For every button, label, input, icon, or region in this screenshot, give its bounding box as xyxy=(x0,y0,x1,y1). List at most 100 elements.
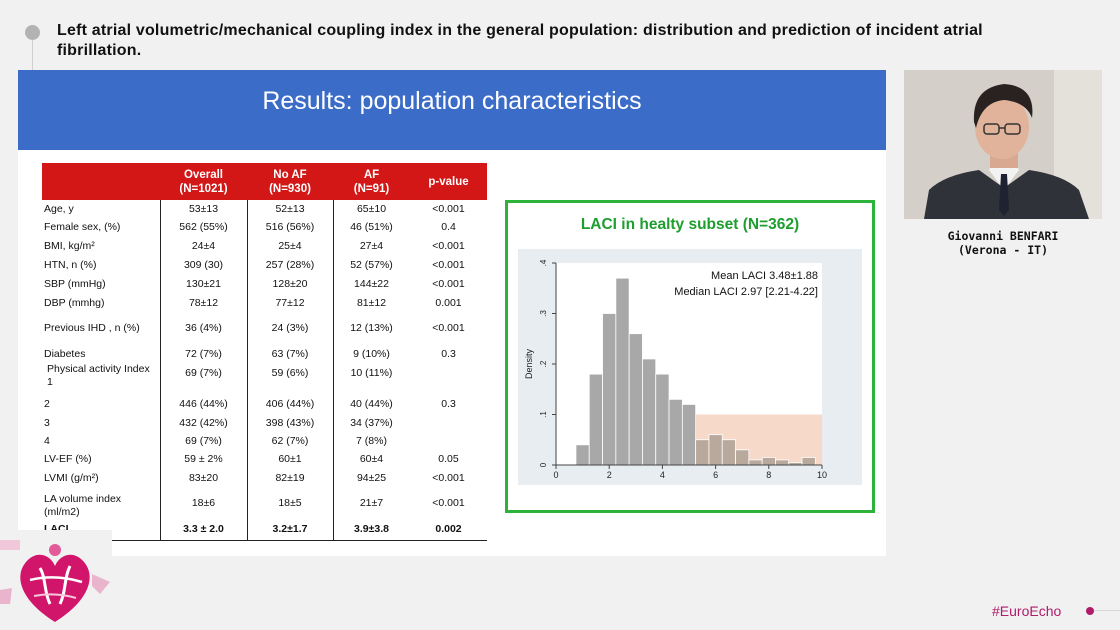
table-cell-overall: 69 (7%) xyxy=(185,367,222,379)
slide-title: Results: population characteristics xyxy=(262,87,642,115)
table-cell-af: 40 (44%) xyxy=(350,398,393,410)
table-row-label: Diabetes xyxy=(44,348,86,360)
mean-annotation: Mean LACI 3.48±1.88 xyxy=(711,270,818,282)
table-bottom-border xyxy=(42,540,487,541)
table-cell-af: 10 (11%) xyxy=(350,367,393,379)
table-cell-noaf: 3.2±1.7 xyxy=(272,523,308,535)
table-cell-noaf: 25±4 xyxy=(278,240,302,252)
speaker-caption: Giovanni BENFARI (Verona - IT) xyxy=(904,229,1102,257)
title-connector xyxy=(32,40,33,70)
table-cell-overall: 59 ± 2% xyxy=(184,453,223,465)
histogram-bar xyxy=(668,398,683,466)
table-header-af: AF (N=91) xyxy=(333,165,410,199)
table-cell-noaf: 257 (28%) xyxy=(265,259,315,271)
table-cell-noaf: 128±20 xyxy=(272,278,308,290)
histogram-bar xyxy=(681,403,697,466)
histogram-bar xyxy=(708,434,723,466)
x-tick-label: 0 xyxy=(553,470,558,480)
table-row-label: DBP (mmhg) xyxy=(44,297,105,309)
table-cell-p: 0.05 xyxy=(438,453,459,465)
table-cell-noaf: 52±13 xyxy=(275,203,305,215)
median-annotation: Median LACI 2.97 [2.21-4.22] xyxy=(674,286,818,298)
table-cell-af: 9 (10%) xyxy=(353,348,390,360)
table-cell-overall: 3.3 ± 2.0 xyxy=(183,523,224,535)
table-cell-af: 60±4 xyxy=(359,453,384,465)
table-row-label: 3 xyxy=(44,417,50,429)
table-cell-af: 12 (13%) xyxy=(350,322,393,334)
y-tick-label: .3 xyxy=(539,310,548,317)
table-cell-overall: 69 (7%) xyxy=(185,435,222,447)
table-cell-noaf: 24 (3%) xyxy=(271,322,309,334)
header-line-1: No AF xyxy=(273,169,307,181)
histogram-bar xyxy=(575,444,590,466)
hashtag-line xyxy=(1094,610,1120,611)
table-cell-p: <0.001 xyxy=(432,203,465,215)
table-cell-p: 0.001 xyxy=(435,297,462,309)
table-header-label: Overall (N=1021) xyxy=(179,168,227,196)
header-line-2: (N=930) xyxy=(269,183,311,195)
title-bullet xyxy=(25,25,40,40)
y-tick-label: .1 xyxy=(539,411,548,418)
y-tick-label: 0 xyxy=(539,462,548,467)
table-cell-af: 46 (51%) xyxy=(350,221,393,233)
table-cell-p: <0.001 xyxy=(432,322,465,334)
table-cell-p: 0.3 xyxy=(441,348,456,360)
table-cell-af: 27±4 xyxy=(359,240,384,252)
euroecho-hashtag: #EuroEcho xyxy=(992,603,1062,619)
header-line-1: AF xyxy=(363,169,380,181)
x-tick-label: 4 xyxy=(660,470,665,480)
x-axis-label: LACI xyxy=(685,484,716,485)
table-column-divider xyxy=(247,200,248,540)
table-cell-p: 0.3 xyxy=(441,398,456,410)
table-header-overall: Overall (N=1021) xyxy=(160,165,247,199)
table-row-label: Female sex, (%) xyxy=(44,221,121,233)
euroecho-heart-logo xyxy=(0,530,112,630)
table-cell-overall: 36 (4%) xyxy=(185,322,222,334)
table-header-label: AF (N=91) xyxy=(354,168,389,196)
histogram-bar xyxy=(775,459,790,466)
table-row-label: SBP (mmHg) xyxy=(44,278,106,290)
table-cell-p: <0.001 xyxy=(432,259,465,271)
histogram-bar xyxy=(655,373,670,466)
table-row-label: Age, y xyxy=(44,203,74,215)
table-cell-overall: 446 (44%) xyxy=(179,398,228,410)
x-tick-label: 10 xyxy=(817,470,827,480)
speaker-video xyxy=(904,70,1102,219)
row-label-line-2: (ml/m2) xyxy=(44,506,80,518)
table-header-p: p-value xyxy=(410,165,487,199)
table-header: Overall (N=1021) No AF (N=930) AF (N=91) p-val… xyxy=(42,163,487,200)
laci-histogram: 0 2 4 6 8 10 0 .1 .2 .3 .4 Density LACI Mean LACI 3.4… xyxy=(518,249,862,500)
header-line-2: (N=1021) xyxy=(179,183,228,195)
header-line-1: p-value xyxy=(428,176,469,188)
table-row-label: LA volume index (ml/m2) xyxy=(44,493,121,519)
table-cell-overall: 432 (42%) xyxy=(179,417,228,429)
table-row-label: Physical activity Index 1 xyxy=(47,363,150,389)
table-cell-p: <0.001 xyxy=(432,472,465,484)
table-header-noaf: No AF (N=930) xyxy=(247,165,333,199)
table-cell-p: <0.001 xyxy=(432,240,465,252)
table-row-label: 4 xyxy=(44,435,50,447)
table-cell-noaf: 59 (6%) xyxy=(271,367,309,379)
table-cell-overall: 24±4 xyxy=(191,240,216,252)
table-cell-overall: 130±21 xyxy=(186,278,221,290)
table-cell-noaf: 406 (44%) xyxy=(265,398,315,410)
table-cell-af: 34 (37%) xyxy=(350,417,393,429)
slide: Results: population characteristics Over… xyxy=(18,70,886,556)
table-cell-noaf: 18±5 xyxy=(278,497,302,509)
histogram-svg: 0 2 4 6 8 10 0 .1 .2 .3 .4 Density LACI Mean LACI 3.4… xyxy=(524,259,827,500)
row-label-line-1: LA volume index xyxy=(44,493,122,505)
header-line-1: Overall xyxy=(183,169,223,181)
table-cell-noaf: 62 (7%) xyxy=(271,435,309,447)
histogram-bar xyxy=(602,313,617,466)
table-cell-p: 0.002 xyxy=(435,523,462,535)
header-line-2: (N=91) xyxy=(353,183,390,195)
table-row-label: HTN, n (%) xyxy=(44,259,97,271)
table-cell-overall: 83±20 xyxy=(188,472,219,484)
speaker-affiliation: (Verona - IT) xyxy=(957,243,1048,257)
table-cell-overall: 18±6 xyxy=(191,497,216,509)
table-cell-af: 21±7 xyxy=(359,497,384,509)
table-row-label: BMI, kg/m² xyxy=(44,240,95,252)
y-tick-label: .2 xyxy=(539,360,548,367)
table-cell-af: 7 (8%) xyxy=(356,435,387,447)
laci-box-title: LACI in healty subset (N=362) xyxy=(580,216,800,233)
